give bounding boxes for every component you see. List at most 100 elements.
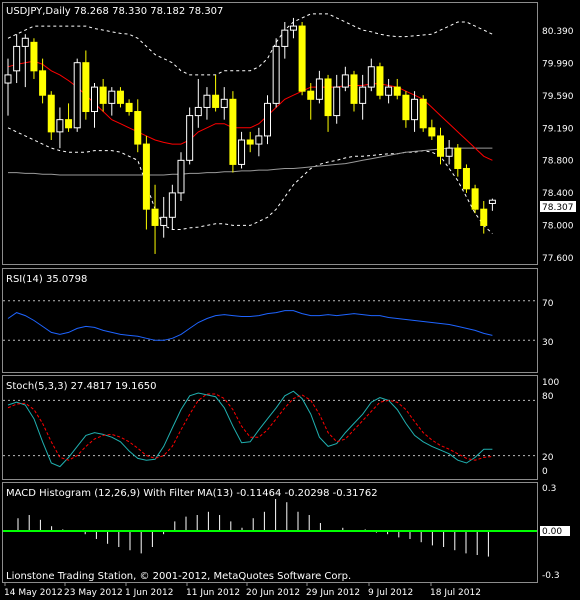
stoch-main-line (7, 390, 493, 468)
date-tick-label: 14 May 2012 (4, 588, 63, 598)
date-tick-label: 18 Jul 2012 (430, 588, 481, 598)
candle-bear (125, 102, 133, 113)
rsi-tick-70: 70 (542, 299, 554, 309)
candle-bull (220, 98, 228, 108)
candle-bear (151, 208, 159, 226)
candle-bull (168, 192, 176, 218)
date-tick-label: 9 Jul 2012 (368, 588, 413, 598)
candle-bear (134, 111, 142, 145)
stoch-plot (3, 390, 537, 468)
date-tick-label: 23 May 2012 (64, 588, 123, 598)
candle-bull (4, 74, 12, 84)
macd-zero-tag (540, 526, 570, 536)
candle-bull (238, 139, 246, 165)
date-tick-label: 11 Jun 2012 (186, 588, 240, 598)
price-y-tick: 79.190 (542, 125, 574, 135)
candle-bull (73, 62, 81, 129)
candle-bull (359, 86, 367, 104)
candle-bear (99, 86, 107, 104)
price-y-axis: 80.390 79.990 79.590 79.190 78.800 78.400 78.0… (542, 27, 574, 264)
candle-bull (203, 94, 211, 108)
candle-bull (177, 159, 185, 194)
macd-panel-frame (2, 482, 538, 583)
candle-bear (229, 98, 237, 165)
candle-bull (281, 29, 289, 47)
macd-tick-bottom: -0.3 (542, 571, 560, 581)
candle-bear (437, 135, 444, 157)
date-tick-label: 29 Jun 2012 (306, 588, 360, 598)
candle-bear (116, 90, 124, 104)
candle-bull (160, 216, 168, 226)
candle-bull (194, 106, 202, 117)
candle-bull (315, 78, 323, 100)
candle-bear (142, 143, 150, 210)
stoch-tick-0: 0 (542, 467, 548, 477)
candle-bear (428, 127, 436, 137)
price-y-tick: 79.990 (542, 60, 574, 70)
rsi-plot (3, 300, 537, 341)
stoch-signal-line (7, 393, 493, 461)
candle-bear (30, 41, 38, 72)
candle-bear (480, 208, 488, 226)
candle-bear (65, 119, 73, 129)
candle-bull (21, 37, 29, 47)
price-y-tick: 79.590 (542, 92, 574, 102)
candle-bull (289, 25, 297, 31)
price-panel-frame (2, 2, 538, 265)
rsi-line (7, 310, 493, 341)
candle-bear (350, 74, 358, 104)
candle-bull (56, 119, 64, 133)
stoch-tick-100: 100 (542, 378, 559, 388)
price-panel-title: USDJPY,Daily 78.268 78.330 78.182 78.307 (6, 6, 223, 17)
macd-tick-zero: 0.00 (542, 527, 562, 537)
macd-plot (3, 499, 537, 557)
current-price-tag (540, 201, 576, 212)
candle-bear (419, 98, 427, 129)
date-tick-label: 20 Jun 2012 (246, 588, 300, 598)
price-y-tick: 78.000 (542, 221, 574, 231)
candle-bear (462, 167, 470, 190)
candle-bear (376, 66, 384, 96)
price-y-tick: 78.400 (542, 189, 574, 199)
price-y-tick: 80.390 (542, 27, 574, 37)
stoch-panel-title: Stoch(5,3,3) 27.4817 19.1650 (6, 381, 157, 392)
candle-bear (393, 86, 401, 96)
candle-bull (341, 74, 349, 88)
candle-bear (307, 90, 315, 100)
candle-bear (324, 78, 332, 117)
stoch-panel-frame (2, 375, 538, 480)
candle-bull (445, 147, 453, 157)
candle-bear (454, 147, 462, 169)
rsi-tick-30: 30 (542, 338, 554, 348)
candle-bull (367, 66, 375, 88)
footer-copyright: Lionstone Trading Station, © 2001-2012, … (6, 571, 351, 582)
candle-bull (385, 86, 393, 96)
candle-bear (39, 70, 47, 96)
candle-bear (82, 62, 90, 113)
candle-bull (108, 90, 116, 104)
date-axis: 14 May 2012 23 May 2012 1 Jun 2012 11 Jun 2… (4, 583, 481, 598)
candle-bear (212, 94, 220, 108)
candle-bull (13, 45, 21, 72)
macd-panel-title: MACD Histogram (12,26,9) With Filter MA(… (6, 488, 378, 499)
candle-bear (47, 94, 55, 133)
candle-bull (488, 199, 496, 204)
current-price-label: 78.307 (542, 203, 574, 213)
candle-bear (246, 139, 254, 145)
bollinger-lower-band (7, 127, 493, 234)
price-y-tick: 77.600 (542, 254, 574, 264)
stoch-tick-80: 80 (542, 392, 554, 402)
candle-bull (333, 86, 341, 117)
rsi-panel-frame (2, 268, 538, 373)
date-tick-label: 1 Jun 2012 (125, 588, 173, 598)
candle-bull (255, 135, 263, 145)
candle-bull (186, 115, 194, 161)
rsi-panel-title: RSI(14) 35.0798 (6, 274, 87, 285)
candle-bull (264, 102, 271, 137)
moving-average-slow (8, 147, 493, 176)
bollinger-upper-band (7, 13, 493, 76)
candle-bear (471, 188, 479, 210)
candle-bear (402, 94, 410, 121)
